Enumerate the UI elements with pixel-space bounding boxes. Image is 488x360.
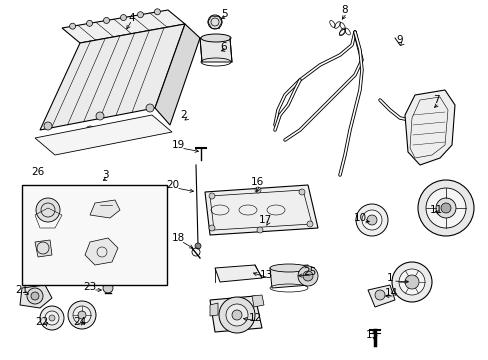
Circle shape — [40, 306, 64, 330]
Polygon shape — [62, 10, 184, 43]
Text: 26: 26 — [31, 167, 44, 177]
Polygon shape — [35, 240, 52, 257]
Text: 19: 19 — [171, 140, 184, 150]
Polygon shape — [367, 285, 394, 307]
Polygon shape — [251, 295, 264, 307]
Circle shape — [103, 283, 113, 293]
Circle shape — [103, 17, 109, 23]
Circle shape — [306, 221, 312, 227]
Circle shape — [68, 301, 96, 329]
Polygon shape — [35, 115, 172, 155]
Polygon shape — [20, 285, 52, 308]
Text: 15: 15 — [365, 330, 378, 340]
Circle shape — [398, 269, 424, 295]
Circle shape — [208, 225, 215, 231]
Circle shape — [366, 215, 376, 225]
Text: 13: 13 — [259, 270, 272, 280]
Circle shape — [31, 292, 39, 300]
Circle shape — [146, 104, 154, 112]
Circle shape — [219, 297, 254, 333]
Circle shape — [96, 112, 104, 120]
Polygon shape — [269, 265, 309, 288]
Text: 21: 21 — [15, 285, 29, 295]
Polygon shape — [40, 24, 184, 130]
Circle shape — [355, 204, 387, 236]
Circle shape — [254, 187, 261, 193]
Text: 1: 1 — [386, 273, 392, 283]
Circle shape — [141, 118, 149, 126]
Circle shape — [86, 20, 92, 26]
Circle shape — [49, 315, 55, 321]
Text: 9: 9 — [396, 35, 403, 45]
Circle shape — [435, 198, 455, 218]
Ellipse shape — [269, 264, 307, 272]
Text: 14: 14 — [384, 288, 397, 298]
Polygon shape — [155, 24, 200, 125]
Text: 2: 2 — [181, 110, 187, 120]
Polygon shape — [209, 303, 218, 316]
Circle shape — [208, 193, 215, 199]
Circle shape — [27, 288, 43, 304]
Text: 18: 18 — [171, 233, 184, 243]
Bar — [22, 185, 167, 285]
Circle shape — [225, 304, 247, 326]
Polygon shape — [85, 238, 118, 265]
Circle shape — [440, 203, 450, 213]
Circle shape — [231, 310, 242, 320]
Ellipse shape — [201, 34, 230, 42]
Text: 6: 6 — [220, 42, 227, 52]
Polygon shape — [209, 296, 262, 332]
Text: 3: 3 — [102, 170, 108, 180]
Circle shape — [374, 290, 384, 300]
Text: 16: 16 — [250, 177, 263, 187]
Polygon shape — [215, 265, 262, 282]
Polygon shape — [204, 185, 317, 235]
Circle shape — [44, 122, 52, 130]
Circle shape — [86, 126, 94, 134]
Text: 11: 11 — [428, 205, 442, 215]
Circle shape — [297, 266, 317, 286]
Text: 4: 4 — [128, 13, 135, 23]
Circle shape — [137, 12, 143, 18]
Text: 25: 25 — [303, 267, 316, 277]
Text: 5: 5 — [220, 9, 227, 19]
Text: 23: 23 — [83, 282, 97, 292]
Circle shape — [207, 15, 222, 29]
Circle shape — [45, 311, 59, 325]
Circle shape — [69, 23, 76, 29]
Circle shape — [73, 306, 91, 324]
Polygon shape — [200, 38, 231, 62]
Text: 24: 24 — [73, 317, 86, 327]
Polygon shape — [90, 200, 120, 218]
Text: 12: 12 — [248, 313, 261, 323]
Text: 22: 22 — [35, 317, 48, 327]
Circle shape — [154, 9, 160, 15]
Circle shape — [417, 180, 473, 236]
Circle shape — [36, 198, 60, 222]
Circle shape — [391, 262, 431, 302]
Circle shape — [404, 275, 418, 289]
Circle shape — [78, 311, 86, 319]
Circle shape — [257, 227, 263, 233]
Text: 17: 17 — [258, 215, 271, 225]
Text: 20: 20 — [166, 180, 179, 190]
Circle shape — [195, 243, 201, 249]
Circle shape — [303, 271, 312, 281]
Text: 7: 7 — [432, 95, 438, 105]
Circle shape — [425, 188, 465, 228]
Text: 8: 8 — [341, 5, 347, 15]
Text: 10: 10 — [353, 213, 366, 223]
Circle shape — [120, 14, 126, 21]
Polygon shape — [404, 90, 454, 165]
Circle shape — [361, 210, 381, 230]
Circle shape — [298, 189, 305, 195]
